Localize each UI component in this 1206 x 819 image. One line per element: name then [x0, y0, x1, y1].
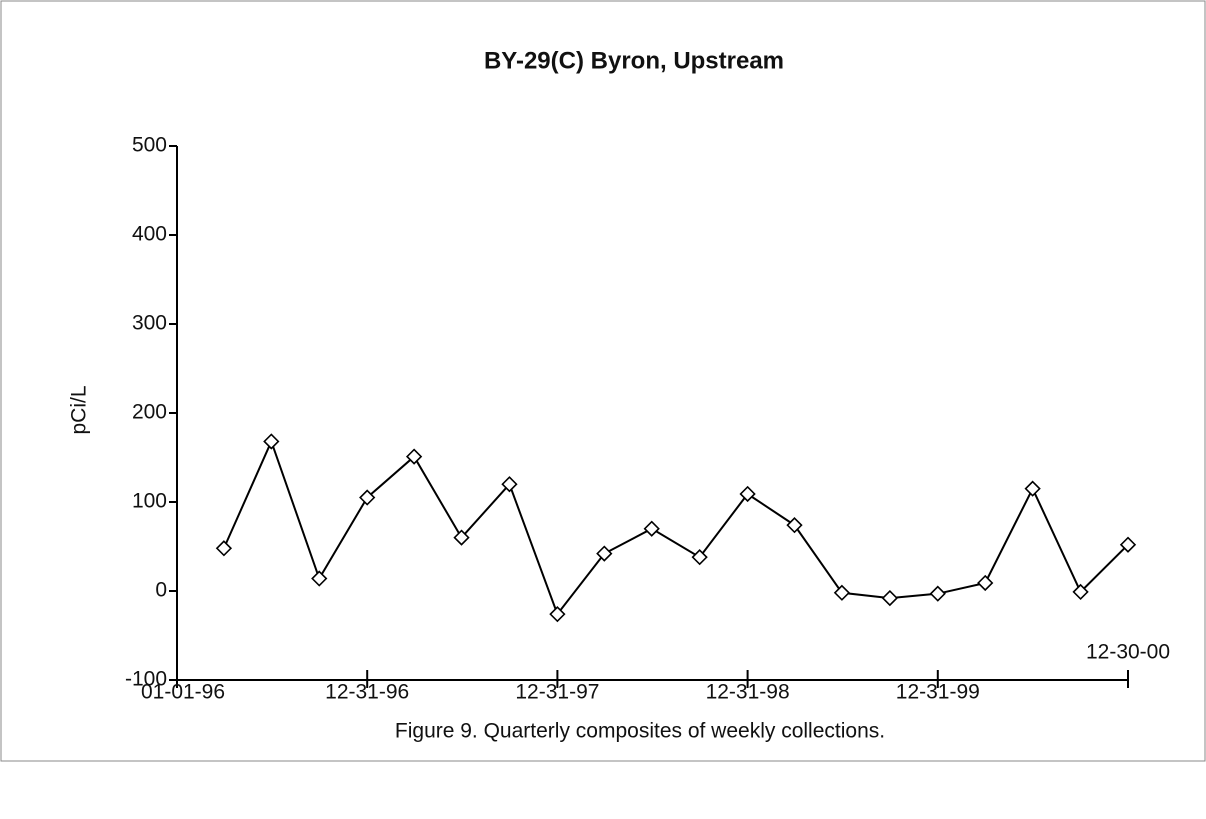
- data-point: [1072, 583, 1089, 601]
- data-point: [739, 485, 756, 503]
- data-point: [977, 574, 994, 592]
- x-tick-label: 12-31-98: [706, 681, 790, 704]
- data-point: [501, 476, 518, 493]
- data-point: [549, 606, 566, 623]
- data-point: [833, 584, 851, 601]
- y-tick-label: 300: [132, 312, 167, 335]
- data-point: [359, 489, 376, 506]
- data-point: [1119, 536, 1137, 553]
- caption: Figure 9. Quarterly composites of weekly…: [395, 720, 885, 743]
- data-point: [691, 549, 708, 566]
- y-axis-label: pCi/L: [68, 385, 91, 434]
- data-point: [405, 448, 423, 465]
- y-tick-label: 400: [132, 223, 167, 246]
- y-tick-label: 0: [155, 579, 167, 602]
- data-point: [263, 433, 280, 450]
- chart-title: BY-29(C) Byron, Upstream: [484, 47, 784, 74]
- data-point: [596, 545, 613, 562]
- data-point: [215, 540, 233, 557]
- data-point: [1024, 480, 1041, 497]
- data-point: [311, 570, 328, 587]
- x-tick-label: 01-01-96: [141, 681, 225, 704]
- y-tick-label: -100: [125, 668, 167, 691]
- data-point: [881, 589, 898, 607]
- y-tick-label: 200: [132, 401, 167, 424]
- data-line: [222, 438, 1129, 617]
- data-point: [643, 520, 660, 537]
- frame: [0, 0, 1206, 762]
- y-tick-label: 500: [132, 134, 167, 157]
- data-point: [453, 529, 470, 546]
- x-tick-label: 12-30-00: [1086, 641, 1170, 664]
- data-point: [929, 585, 946, 602]
- x-tick-label: 12-31-99: [896, 681, 980, 704]
- x-tick-label: 12-31-97: [515, 681, 599, 704]
- data-point: [786, 517, 803, 534]
- y-tick-label: 100: [132, 490, 167, 513]
- x-tick-label: 12-31-96: [325, 681, 409, 704]
